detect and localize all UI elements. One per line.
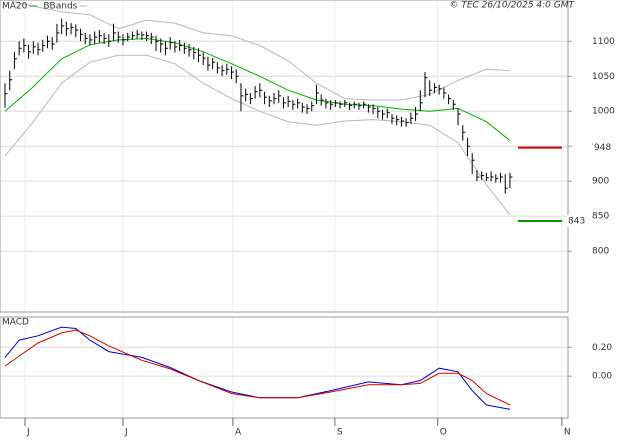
y-tick-label: 800 xyxy=(592,247,609,257)
level-label: 843 xyxy=(568,217,585,227)
x-tick-label: S xyxy=(337,428,343,438)
macd-line xyxy=(4,329,511,406)
macd-title: MACD xyxy=(2,318,29,328)
level-label: 948 xyxy=(594,143,611,153)
legend-label: BBands xyxy=(43,2,77,12)
y-tick-label: 1050 xyxy=(592,72,615,82)
y-tick-label: 900 xyxy=(592,177,609,187)
legend-label: MA20 xyxy=(2,2,28,12)
panel-0 xyxy=(4,0,513,216)
x-tick-label: J xyxy=(26,428,30,438)
level-label-bg xyxy=(567,215,585,228)
x-tick-label: J xyxy=(124,428,128,438)
y-tick-label: 0.00 xyxy=(592,372,612,382)
y-tick-label: 850 xyxy=(592,212,609,222)
y-tick-label: 1100 xyxy=(592,37,615,47)
price-frame xyxy=(0,0,569,313)
x-tick-label: N xyxy=(564,428,571,438)
x-tick-label: A xyxy=(235,428,242,438)
y-tick-label: 0.20 xyxy=(592,343,612,353)
level-label-bg xyxy=(593,141,611,154)
copyright: © TEC 26/10/2025 4:0 GMT xyxy=(449,1,575,11)
panel-1 xyxy=(4,326,511,410)
y-tick-label: 1000 xyxy=(592,107,615,117)
band-lower xyxy=(4,54,511,216)
x-tick-label: O xyxy=(440,428,447,438)
macd-line xyxy=(4,326,511,410)
macd-frame xyxy=(0,316,569,419)
